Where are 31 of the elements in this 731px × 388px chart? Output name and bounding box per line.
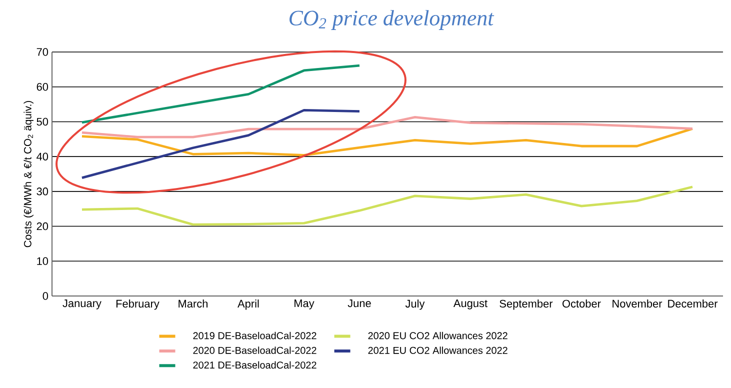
y-tick-label: 60: [36, 82, 48, 91]
x-tick-label: November: [612, 300, 662, 308]
y-tick-label: 30: [36, 188, 48, 196]
y-axis-title: Costs (€/MWh & €/t CO$_{2}$ äquiv.): [24, 100, 34, 248]
y-tick-label: 50: [36, 118, 48, 126]
legend-label: 2021 DE-BaseloadCal-2022: [193, 361, 316, 369]
line-series: [80, 109, 361, 180]
x-tick-label: April: [238, 300, 259, 310]
x-tick-label: January: [62, 300, 102, 310]
line-series: [80, 127, 694, 156]
x-tick-label: September: [500, 300, 553, 310]
x-tick-label: October: [562, 300, 601, 308]
legend-label: 2020 EU CO2 Allowances 2022: [368, 332, 508, 340]
line-series: [80, 64, 361, 124]
y-tick-label: 40: [36, 152, 48, 160]
x-tick-label: December: [668, 300, 718, 308]
x-tick-label: February: [116, 300, 160, 310]
x-tick-label: May: [294, 300, 314, 310]
x-tick-label: March: [178, 300, 208, 308]
y-tick-label: 0: [42, 292, 48, 300]
chart-title: CO$_{2}$ price development: [290, 10, 494, 30]
legend-label: 2020 DE-BaseloadCal-2022: [193, 346, 316, 354]
x-tick-label: June: [348, 300, 371, 308]
legend-label: 2021 EU CO2 Allowances 2022: [368, 346, 508, 354]
x-tick-label: August: [453, 300, 488, 310]
x-tick-label: July: [405, 300, 425, 310]
y-tick-label: 10: [37, 257, 48, 266]
y-tick-label: 20: [36, 222, 48, 230]
line-series: [80, 186, 694, 226]
legend-label: 2019 DE-BaseloadCal-2022: [193, 332, 316, 340]
y-tick-label: 70: [36, 48, 48, 56]
